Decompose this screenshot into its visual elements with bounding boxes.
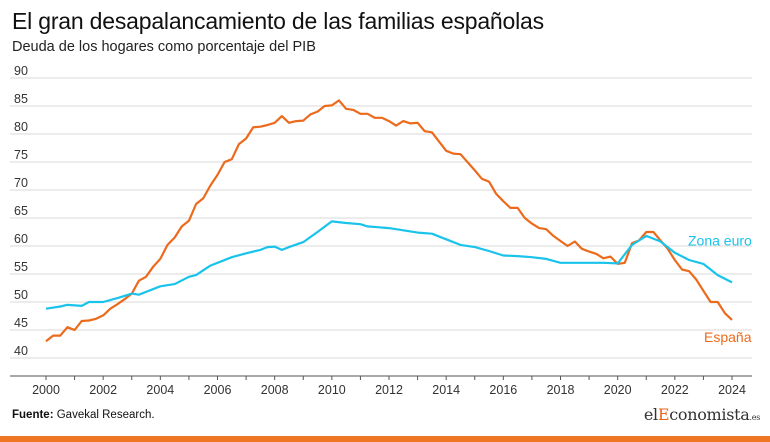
series-line-zona-euro xyxy=(45,220,733,310)
x-tick-label: 2004 xyxy=(146,383,174,397)
y-tick-label: 40 xyxy=(14,344,28,358)
y-tick-label: 65 xyxy=(14,204,28,218)
x-tick-label: 2006 xyxy=(204,383,232,397)
x-tick-label: 2020 xyxy=(604,383,632,397)
x-tick-label: 2012 xyxy=(375,383,403,397)
x-axis: 2000 2002 2004 2006 2008 2010 2012 2014 2016 2018… xyxy=(10,375,752,397)
y-tick-label: 55 xyxy=(14,260,28,274)
brand-prefix: el xyxy=(643,405,658,424)
y-tick-label: 50 xyxy=(14,288,28,302)
x-tick-label: 2024 xyxy=(718,383,746,397)
source-label: Fuente: xyxy=(12,409,54,421)
y-tick-label: 45 xyxy=(14,316,28,330)
brand-accent: E xyxy=(657,405,670,424)
chart-subtitle: Deuda de los hogares como porcentaje del… xyxy=(12,39,316,55)
chart-title: El gran desapalancamiento de las familia… xyxy=(12,8,544,34)
x-tick-label: 2018 xyxy=(547,383,575,397)
x-tick-label: 2008 xyxy=(261,383,289,397)
y-tick-label: 75 xyxy=(14,148,28,162)
x-tick-label: 2022 xyxy=(661,383,689,397)
brand-suffix: .es xyxy=(749,413,761,422)
series-label-espana: España xyxy=(704,329,752,345)
source-text: Gavekal Research. xyxy=(56,409,155,421)
y-tick-label: 80 xyxy=(14,120,28,134)
brand-logo[interactable]: elEconomista.es xyxy=(643,405,761,424)
brand-main: conomista xyxy=(669,405,750,424)
x-tick-label: 2014 xyxy=(432,383,460,397)
y-tick-labels: 40 45 50 55 60 65 70 75 80 85 90 xyxy=(14,64,28,358)
y-tick-label: 90 xyxy=(14,64,28,78)
y-tick-label: 60 xyxy=(14,232,28,246)
source-note: Fuente: Gavekal Research. xyxy=(12,409,155,421)
series-line-espana xyxy=(45,99,733,343)
x-tick-label: 2010 xyxy=(318,383,346,397)
series-lines xyxy=(45,99,733,343)
y-tick-label: 70 xyxy=(14,176,28,190)
y-tick-label: 85 xyxy=(14,92,28,106)
x-tick-label: 2000 xyxy=(32,383,60,397)
series-labels: España Zona euro xyxy=(688,232,752,345)
series-label-zona-euro: Zona euro xyxy=(688,232,752,248)
x-tick-label: 2002 xyxy=(89,383,117,397)
x-tick-label: 2016 xyxy=(489,383,517,397)
accent-bar xyxy=(0,436,770,442)
grid-lines xyxy=(10,77,752,359)
